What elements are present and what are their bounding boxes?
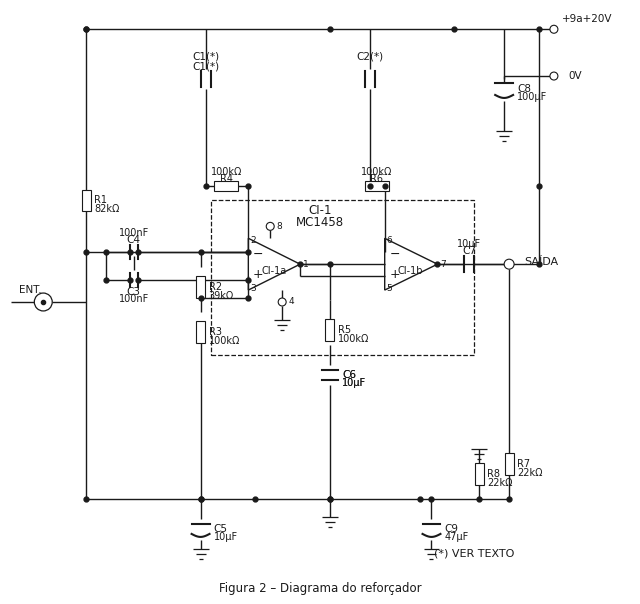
Text: 10μF: 10μF	[342, 378, 366, 388]
Circle shape	[35, 293, 52, 311]
Text: C8: C8	[517, 84, 531, 94]
Text: R8: R8	[487, 469, 500, 479]
Text: R5: R5	[338, 325, 351, 335]
Text: 100kΩ: 100kΩ	[338, 334, 369, 344]
Text: 82kΩ: 82kΩ	[94, 204, 120, 214]
Text: 8: 8	[276, 222, 282, 231]
Text: 3: 3	[250, 283, 256, 292]
Text: 47μF: 47μF	[444, 532, 468, 542]
Text: 100kΩ: 100kΩ	[209, 336, 240, 346]
Text: −: −	[253, 248, 264, 261]
Bar	[196, 276, 205, 298]
Circle shape	[550, 25, 558, 33]
Text: ENT.: ENT.	[19, 285, 42, 295]
Text: R2: R2	[209, 282, 221, 292]
Bar	[214, 181, 238, 190]
Text: Figura 2 – Diagrama do reforçador: Figura 2 – Diagrama do reforçador	[219, 582, 421, 595]
Text: 4: 4	[288, 298, 294, 306]
Text: 10μF: 10μF	[214, 532, 237, 542]
Text: 100kΩ: 100kΩ	[211, 167, 242, 176]
Text: 5: 5	[387, 283, 392, 292]
Bar	[196, 321, 205, 343]
Text: C1(*): C1(*)	[192, 61, 219, 71]
Text: C6: C6	[342, 370, 356, 380]
Text: 22kΩ: 22kΩ	[517, 468, 543, 478]
Text: C6: C6	[342, 370, 356, 380]
Text: +: +	[253, 268, 264, 281]
Text: 100μF: 100μF	[517, 92, 547, 102]
Bar	[211, 201, 474, 355]
Text: R4: R4	[220, 173, 233, 184]
Text: 100kΩ: 100kΩ	[361, 167, 392, 176]
Text: R6: R6	[370, 173, 383, 184]
Text: 22kΩ: 22kΩ	[487, 478, 513, 488]
Text: C7: C7	[462, 246, 476, 256]
Text: CI-1a: CI-1a	[262, 266, 287, 276]
Text: C5: C5	[214, 524, 227, 534]
Text: CI-1b: CI-1b	[398, 266, 423, 276]
Circle shape	[278, 298, 286, 306]
Bar	[505, 453, 514, 475]
Text: C2(*): C2(*)	[356, 51, 383, 61]
Bar	[326, 319, 335, 341]
Text: R1: R1	[94, 196, 107, 205]
Text: MC1458: MC1458	[296, 216, 344, 229]
Circle shape	[504, 259, 514, 269]
Text: C4: C4	[127, 236, 141, 245]
Text: +: +	[389, 268, 400, 281]
Text: 1: 1	[303, 260, 309, 269]
Text: SAÍDA: SAÍDA	[524, 257, 558, 267]
Text: 0V: 0V	[569, 71, 582, 81]
Text: 100nF: 100nF	[119, 294, 149, 304]
Text: 6: 6	[387, 236, 392, 245]
Text: C9: C9	[444, 524, 458, 534]
Text: 10μF: 10μF	[342, 378, 366, 388]
Text: C3: C3	[127, 287, 141, 297]
Text: C1(*): C1(*)	[192, 51, 219, 61]
Circle shape	[266, 222, 274, 230]
Text: R3: R3	[209, 327, 221, 337]
Bar	[365, 181, 388, 190]
Bar	[475, 463, 484, 485]
Text: 2: 2	[250, 236, 256, 245]
Text: 39kΩ: 39kΩ	[209, 291, 234, 301]
Text: 10μF: 10μF	[457, 239, 481, 249]
Bar	[82, 190, 91, 211]
Text: (*) VER TEXTO: (*) VER TEXTO	[434, 549, 515, 559]
Text: −: −	[389, 248, 400, 261]
Text: 100nF: 100nF	[119, 228, 149, 239]
Text: 7: 7	[440, 260, 446, 269]
Circle shape	[550, 72, 558, 80]
Text: R7: R7	[517, 459, 530, 469]
Text: CI-1: CI-1	[308, 204, 332, 217]
Text: +9a+20V: +9a+20V	[561, 14, 612, 24]
